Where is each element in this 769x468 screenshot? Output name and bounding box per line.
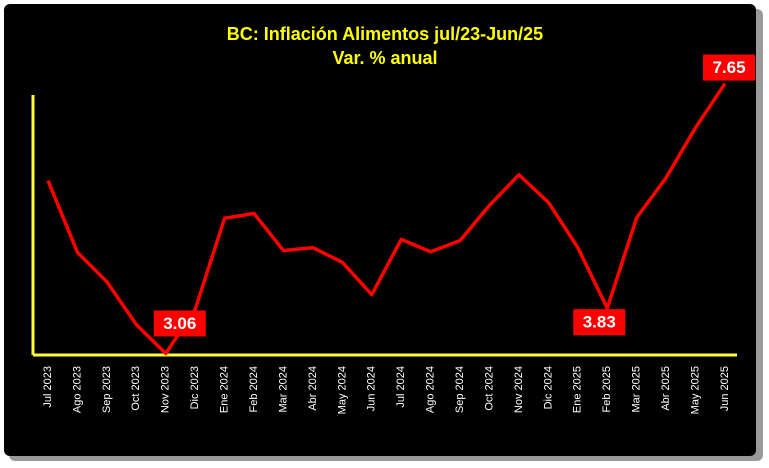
x-tick-label: Jun 2024 [366, 366, 378, 411]
x-tick-label: Sep 2024 [454, 366, 466, 413]
data-label-box [573, 309, 626, 336]
x-tick-label: Feb 2024 [248, 366, 260, 412]
x-tick-label: Ago 2024 [425, 366, 437, 413]
x-tick-label: Nov 2023 [160, 366, 172, 413]
x-tick-label: Ene 2025 [572, 366, 584, 413]
x-tick-label: Feb 2025 [601, 366, 613, 412]
chart-title: BC: Inflación Alimentos jul/23-Jun/25 [227, 24, 543, 44]
x-tick-label: Jul 2024 [395, 366, 407, 408]
x-tick-label: Mar 2025 [631, 366, 643, 412]
x-tick-label: Ago 2023 [71, 366, 83, 413]
data-label-box [703, 54, 755, 81]
x-tick-label: Mar 2024 [277, 366, 289, 412]
x-tick-label: Jul 2023 [42, 366, 54, 408]
x-tick-label: Dic 2023 [189, 366, 201, 409]
x-tick-label: Abr 2024 [307, 366, 319, 411]
data-label: 3.06 [163, 314, 196, 333]
x-tick-label: Oct 2024 [483, 366, 495, 411]
data-label: 7.65 [712, 58, 745, 77]
x-tick-label: Jun 2025 [719, 366, 731, 411]
x-tick-label: Nov 2024 [513, 366, 525, 413]
data-label: 3.83 [583, 313, 616, 332]
x-tick-label: May 2025 [689, 366, 701, 414]
x-tick-label: Dic 2024 [542, 366, 554, 409]
data-label-box [153, 310, 206, 337]
chart-subtitle: Var. % anual [332, 48, 437, 68]
data-line [46, 82, 727, 356]
x-tick-label: Oct 2023 [130, 366, 142, 411]
chart-background [4, 4, 756, 456]
x-tick-label: May 2024 [336, 366, 348, 414]
x-tick-label: Abr 2025 [660, 366, 672, 411]
x-tick-label: Ene 2024 [219, 366, 231, 413]
x-tick-label: Sep 2023 [101, 366, 113, 413]
